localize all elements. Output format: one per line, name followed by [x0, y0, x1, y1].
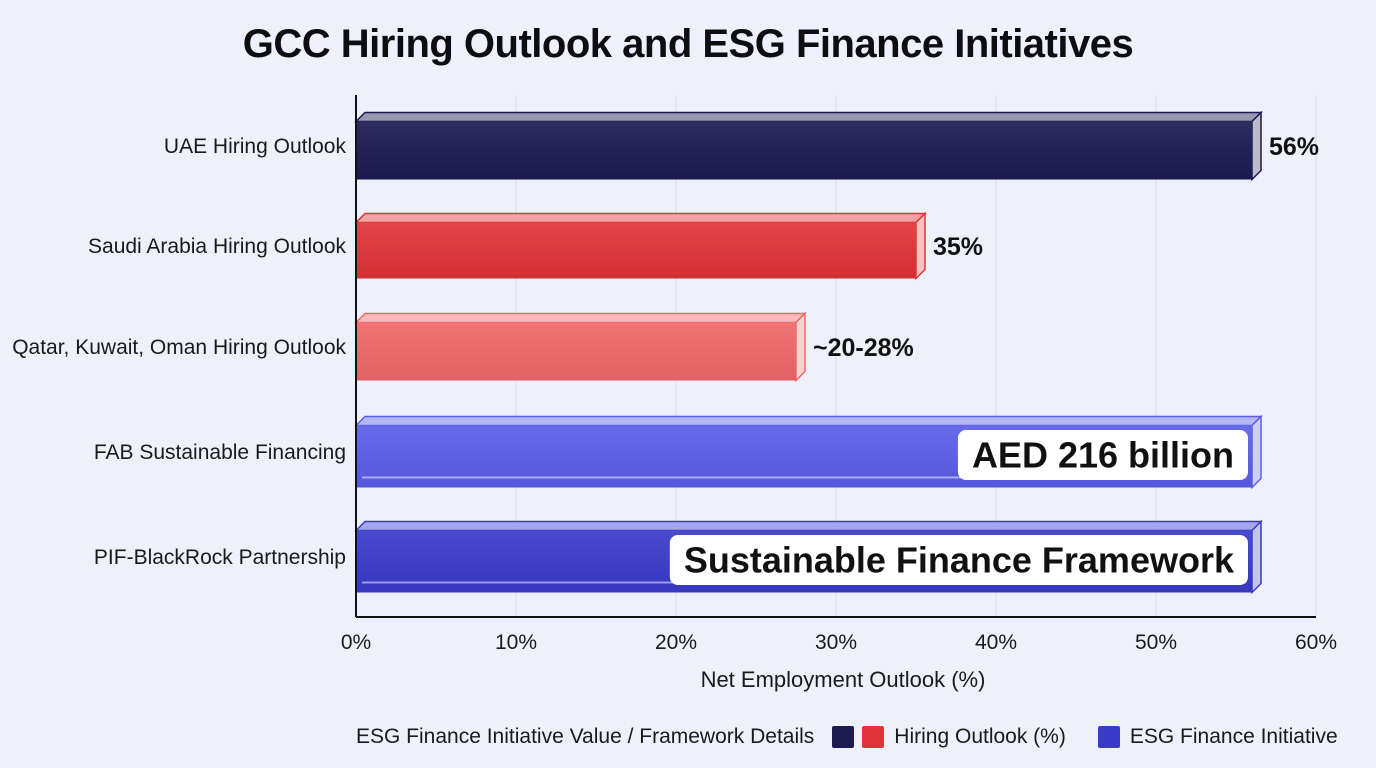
data-label-background: [669, 535, 1248, 585]
legend-swatch-hiring-red: [862, 726, 885, 748]
bar-shine: [356, 121, 1252, 180]
bar-top-face: [354, 415, 1263, 427]
data-label: 56%: [1269, 133, 1319, 161]
data-label-box: AED 216 billion: [957, 430, 1248, 480]
legend-swatch-esg: [1097, 726, 1120, 748]
data-label: 35%: [933, 233, 983, 261]
y-tick-label: FAB Sustainable Financing: [94, 441, 346, 464]
bar: [354, 311, 807, 383]
bar: [354, 211, 927, 281]
y-tick-label: UAE Hiring Outlook: [164, 135, 347, 158]
data-label-background: [957, 430, 1248, 480]
bar-top-face: [354, 111, 1263, 123]
data-label-box: Sustainable Finance Framework: [669, 535, 1248, 585]
x-tick-label: 0%: [341, 631, 371, 654]
x-axis-title: Net Employment Outlook (%): [701, 667, 986, 692]
x-tick-label: 60%: [1295, 631, 1337, 654]
bar-side-face: [915, 211, 926, 281]
bar-side-face: [1251, 414, 1262, 490]
bar: [354, 110, 1263, 182]
axes: [355, 95, 1316, 618]
bar-top-face: [354, 312, 807, 324]
y-tick-label: Qatar, Kuwait, Oman Hiring Outlook: [12, 336, 346, 359]
legend-item-esg: ESG Finance Initiative: [1097, 725, 1338, 749]
legend-label-hiring: Hiring Outlook (%): [894, 725, 1066, 748]
bar-top-face: [354, 212, 927, 224]
x-tick-label: 40%: [975, 631, 1017, 654]
legend-label-esg: ESG Finance Initiative: [1129, 725, 1338, 748]
y-tick-labels: UAE Hiring Outlook Saudi Arabia Hiring Ou…: [12, 135, 346, 569]
x-tick-label: 10%: [495, 631, 537, 654]
x-tick-label: 50%: [1135, 631, 1177, 654]
bars: [354, 110, 1263, 595]
legend: ESG Finance Initiative Value / Framework…: [356, 722, 1338, 752]
x-tick-label: 30%: [815, 631, 857, 654]
bar-shine: [356, 222, 916, 279]
x-tick-label: 20%: [655, 631, 697, 654]
data-label: ~20-28%: [813, 334, 914, 362]
data-label: AED 216 billion: [972, 435, 1234, 476]
bar-side-face: [1251, 110, 1262, 182]
legend-item-hiring: Hiring Outlook (%): [832, 725, 1066, 749]
bar-side-face: [795, 311, 806, 383]
bar-top-face: [354, 520, 1263, 532]
chart-title: GCC Hiring Outlook and ESG Finance Initi…: [242, 22, 1134, 66]
x-tick-labels: 0% 10% 20% 30% 40% 50% 60%: [341, 631, 1337, 654]
legend-title: ESG Finance Initiative Value / Framework…: [356, 725, 815, 748]
y-tick-label: PIF-BlackRock Partnership: [94, 546, 346, 569]
bar-side-face: [1251, 519, 1262, 595]
legend-swatch-hiring-dark: [832, 726, 855, 748]
data-labels: 56% 35% ~20-28% AED 216 billion Sustainable …: [669, 133, 1319, 585]
data-label: Sustainable Finance Framework: [684, 540, 1235, 581]
bar-shine: [356, 322, 796, 381]
y-tick-label: Saudi Arabia Hiring Outlook: [88, 235, 346, 258]
